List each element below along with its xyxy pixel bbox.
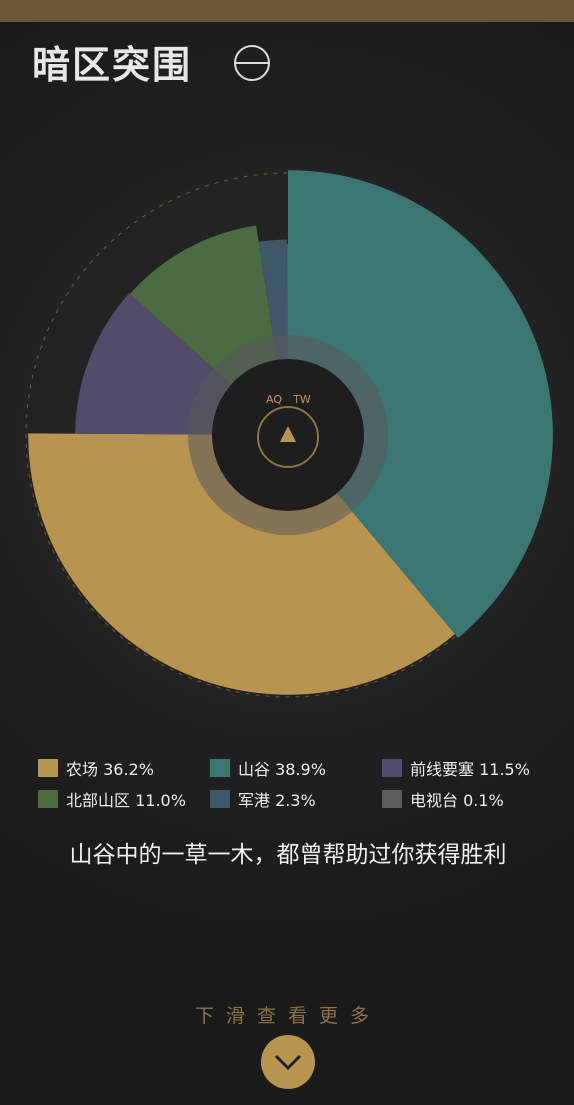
legend-value: 36.2% xyxy=(103,760,154,779)
scroll-hint: 下滑查看更多 xyxy=(195,1005,381,1027)
pie-slice xyxy=(28,433,455,695)
legend-item: 前线要塞 11.5% xyxy=(382,756,530,780)
caption: 山谷中的一草一木，都曾帮助过你获得胜利 xyxy=(70,842,507,868)
legend-text: 前线要塞 11.5% xyxy=(410,756,530,780)
scroll-arrow xyxy=(274,1054,302,1071)
center-icon xyxy=(257,406,319,468)
legend-item: 电视台 0.1% xyxy=(382,787,504,811)
center-icon xyxy=(280,426,296,442)
legend-value: 0.1% xyxy=(463,791,504,810)
legend-text: 北部山区 11.0% xyxy=(66,787,186,811)
legend-label: 电视台 xyxy=(410,791,459,810)
center-label: TW xyxy=(292,393,311,406)
pie-slice xyxy=(288,170,553,639)
legend-text: 电视台 0.1% xyxy=(410,787,504,811)
legend-item: 北部山区 11.0% xyxy=(38,787,186,811)
logo-icon xyxy=(234,45,270,81)
top-band xyxy=(0,0,574,22)
legend-swatch xyxy=(210,759,230,777)
legend-value: 11.0% xyxy=(135,791,186,810)
legend-text: 山谷 38.9% xyxy=(238,756,326,780)
legend-value: 11.5% xyxy=(479,760,530,779)
scroll-button[interactable] xyxy=(261,1035,315,1089)
legend-swatch xyxy=(382,790,402,808)
legend-swatch xyxy=(38,759,58,777)
legend-swatch xyxy=(38,790,58,808)
legend-swatch xyxy=(382,759,402,777)
pie-slice xyxy=(286,243,288,435)
legend-item: 山谷 38.9% xyxy=(210,756,326,780)
legend-text: 军港 2.3% xyxy=(238,787,316,811)
legend-value: 2.3% xyxy=(275,791,316,810)
center-label: AQ xyxy=(266,393,282,406)
legend-item: 军港 2.3% xyxy=(210,787,316,811)
legend-swatch xyxy=(210,790,230,808)
legend-label: 农场 xyxy=(66,760,99,779)
legend-item: 农场 36.2% xyxy=(38,756,154,780)
legend-label: 北部山区 xyxy=(66,791,131,810)
logo: 暗区突围 xyxy=(32,43,192,87)
legend-label: 前线要塞 xyxy=(410,760,475,779)
legend-value: 38.9% xyxy=(275,760,326,779)
legend-text: 农场 36.2% xyxy=(66,756,154,780)
legend-label: 军港 xyxy=(238,791,271,810)
legend-label: 山谷 xyxy=(238,760,271,779)
